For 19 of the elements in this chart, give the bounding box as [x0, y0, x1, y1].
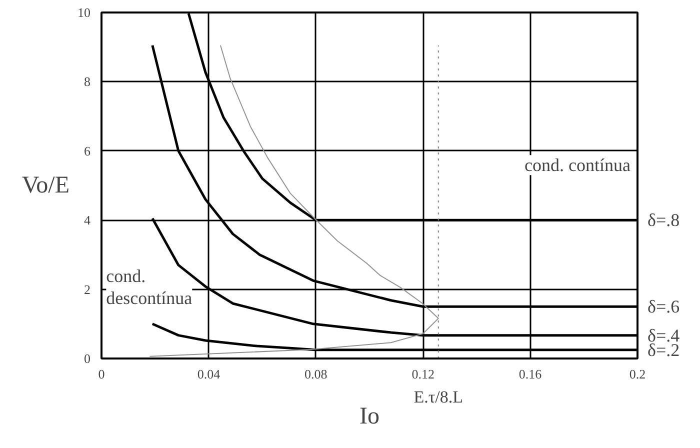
x-tick-label: 0.04	[197, 366, 221, 382]
x-tick-label: 0.2	[629, 366, 646, 382]
y-axis-title: Vo/E	[22, 172, 70, 198]
x-tick-label: 0	[98, 366, 105, 382]
x-tick-label: 0.08	[304, 366, 328, 382]
annotation: cond. contínua	[524, 155, 630, 176]
y-tick-label: 8	[84, 74, 90, 90]
series-label: δ=.6	[648, 296, 680, 317]
x-tick-label: 0.12	[412, 366, 434, 382]
annotation: cond. descontínua	[106, 266, 192, 308]
y-tick-label: 10	[78, 5, 90, 20]
y-tick-label: 6	[84, 143, 91, 158]
y-tick-label: 4	[84, 212, 91, 228]
x-tick-label: 0.16	[518, 366, 542, 382]
series-label: δ=.8	[648, 210, 680, 230]
ref-line-label: E.τ/8.L	[414, 388, 464, 406]
y-tick-label: 0	[84, 351, 90, 366]
y-tick-label: 2	[84, 282, 90, 297]
x-axis-title: Io	[360, 404, 380, 430]
